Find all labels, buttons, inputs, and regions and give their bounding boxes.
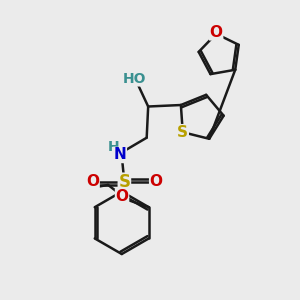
Text: HO: HO bbox=[123, 72, 146, 86]
Text: S: S bbox=[177, 125, 188, 140]
Text: O: O bbox=[150, 174, 163, 189]
Text: N: N bbox=[114, 148, 126, 163]
Text: S: S bbox=[118, 173, 130, 191]
Text: O: O bbox=[86, 174, 99, 189]
Text: H: H bbox=[107, 140, 119, 154]
Text: O: O bbox=[116, 189, 128, 204]
Text: O: O bbox=[210, 25, 223, 40]
